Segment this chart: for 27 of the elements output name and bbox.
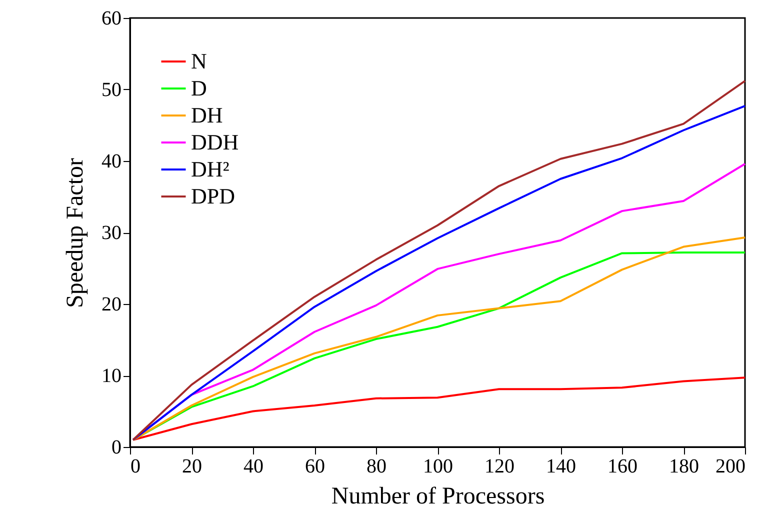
x-tick-label: 200 [716, 456, 746, 478]
x-tick-label: 180 [669, 456, 699, 478]
y-tick-label: 40 [102, 150, 122, 172]
legend-label: D [191, 76, 207, 100]
x-axis-title: Number of Processors [331, 484, 545, 510]
x-tick-label: 40 [244, 456, 264, 478]
y-tick-label: 20 [102, 294, 122, 316]
y-tick-label: 30 [102, 222, 122, 244]
y-axis-title: Speedup Factor [62, 158, 88, 308]
legend-label: DDH [191, 130, 239, 154]
x-tick-label: 0 [130, 456, 140, 478]
x-tick-label: 20 [182, 456, 202, 478]
x-tick-label: 60 [305, 456, 325, 478]
x-tick-label: 100 [423, 456, 453, 478]
x-tick-label: 80 [366, 456, 386, 478]
line-series [132, 376, 746, 441]
y-tick-label: 0 [112, 436, 122, 458]
y-tick-label: 50 [102, 79, 122, 101]
legend-label: DPD [191, 184, 236, 208]
legend-label: DH [191, 102, 223, 128]
y-tick-label: 60 [102, 8, 122, 30]
x-tick-label: 140 [546, 456, 576, 478]
legend-label: DH² [191, 156, 230, 182]
legend-label: N [191, 48, 207, 74]
x-tick-label: 120 [484, 456, 514, 478]
x-tick-label: 160 [608, 456, 638, 478]
y-tick-label: 10 [102, 365, 122, 387]
